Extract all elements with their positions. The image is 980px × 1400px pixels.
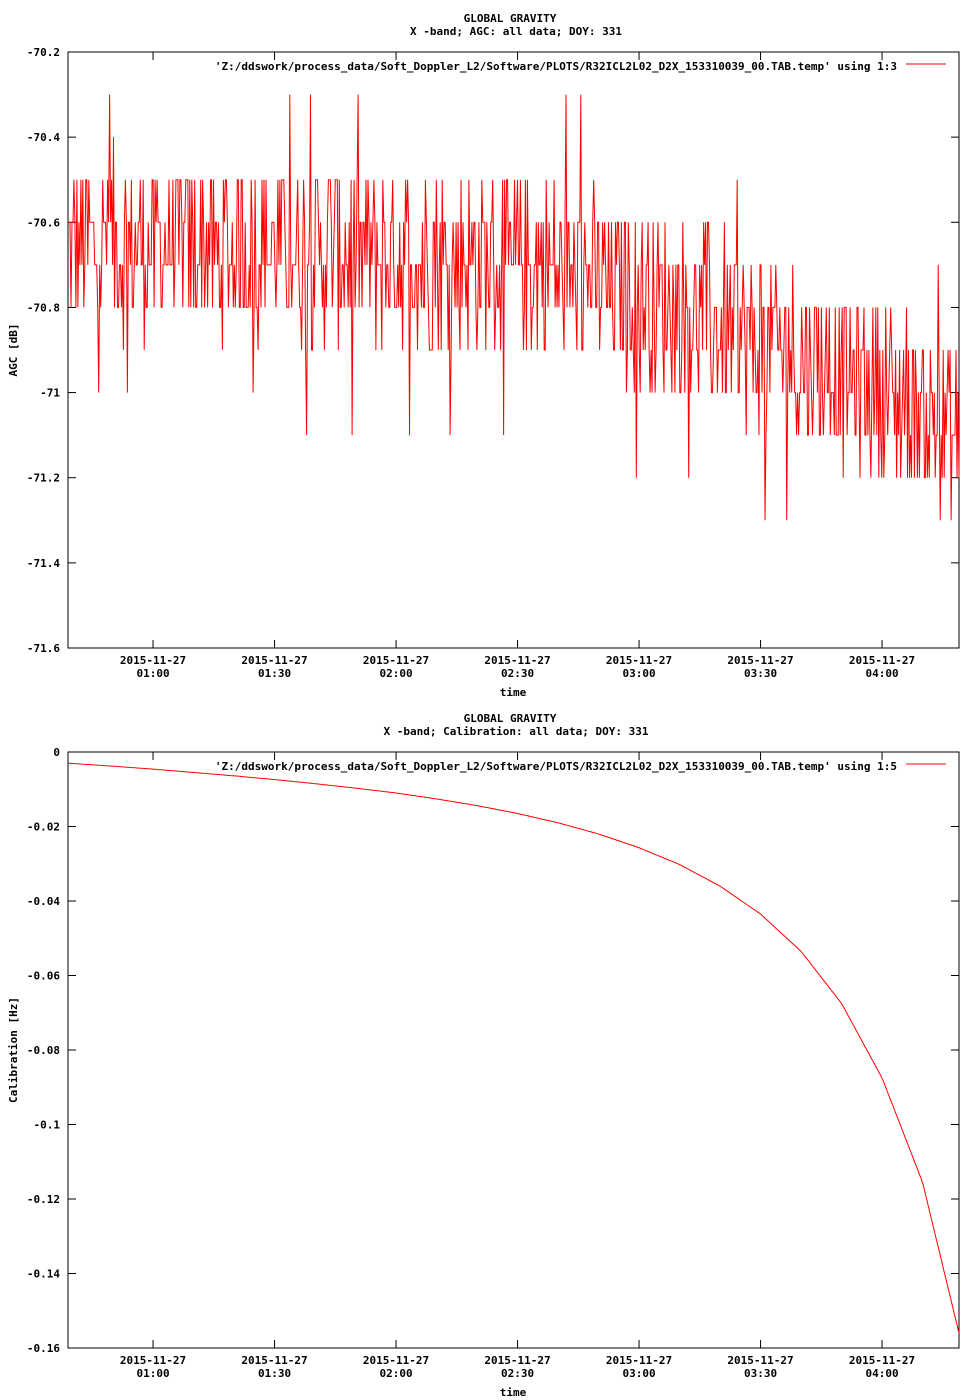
x-tick-label-date: 2015-11-27 (606, 654, 672, 667)
x-tick-label-time: 04:00 (865, 667, 898, 680)
series-line (68, 94, 960, 521)
chart-title: GLOBAL GRAVITY (464, 712, 557, 725)
x-tick-label-date: 2015-11-27 (849, 654, 915, 667)
legend-label: 'Z:/ddswork/process_data/Soft_Doppler_L2… (215, 60, 897, 73)
x-tick-label-time: 02:30 (501, 667, 534, 680)
x-tick-label-date: 2015-11-27 (606, 1354, 672, 1367)
x-tick-label-date: 2015-11-27 (120, 654, 186, 667)
x-tick-label-time: 03:30 (744, 667, 777, 680)
x-tick-label-time: 02:00 (379, 667, 412, 680)
series-group (68, 94, 960, 521)
x-tick-label-time: 03:00 (622, 1367, 655, 1380)
chart-subtitle: X -band; AGC: all data; DOY: 331 (410, 25, 622, 38)
agc-chart: GLOBAL GRAVITY X -band; AGC: all data; D… (7, 12, 960, 699)
y-tick-label: -71 (40, 387, 60, 400)
x-axis-label: time (500, 686, 527, 699)
y-tick-label: -70.8 (27, 301, 60, 314)
y-tick-label: -71.2 (27, 472, 60, 485)
x-tick-label-date: 2015-11-27 (727, 1354, 793, 1367)
y-tick-label: -0.02 (27, 821, 60, 834)
x-tick-label-time: 01:30 (258, 667, 291, 680)
y-tick-label: -0.14 (27, 1268, 60, 1281)
y-tick-label: -0.12 (27, 1193, 60, 1206)
x-tick-label-time: 01:00 (136, 1367, 169, 1380)
y-tick-label: -70.2 (27, 46, 60, 59)
x-tick-label-time: 04:00 (865, 1367, 898, 1380)
y-tick-label: -0.1 (34, 1119, 61, 1132)
x-axis-label: time (500, 1386, 527, 1399)
y-tick-label: -0.04 (27, 895, 60, 908)
x-tick-label-date: 2015-11-27 (363, 1354, 429, 1367)
y-axis-label: Calibration [Hz] (7, 997, 20, 1103)
x-tick-label-time: 01:00 (136, 667, 169, 680)
x-tick-label-time: 01:30 (258, 1367, 291, 1380)
x-tick-label-time: 03:30 (744, 1367, 777, 1380)
y-tick-label: -71.4 (27, 557, 60, 570)
y-tick-label: -70.6 (27, 216, 60, 229)
legend-label: 'Z:/ddswork/process_data/Soft_Doppler_L2… (215, 760, 897, 773)
x-tick-label-date: 2015-11-27 (241, 654, 307, 667)
plot-frame (67, 51, 960, 649)
x-tick-label-date: 2015-11-27 (484, 1354, 550, 1367)
calibration-chart: GLOBAL GRAVITY X -band; Calibration: all… (7, 712, 960, 1399)
y-tick-label: -70.4 (27, 131, 60, 144)
chart-title: GLOBAL GRAVITY (464, 12, 557, 25)
chart-subtitle: X -band; Calibration: all data; DOY: 331 (384, 725, 649, 738)
y-axis-ticks: 0 -0.02 -0.04 -0.06 -0.08 -0.1 -0.12 -0.14 -0.16 (27, 746, 959, 1355)
series-group (67, 762, 960, 1334)
y-tick-label: 0 (53, 746, 60, 759)
y-tick-label: -71.6 (27, 642, 60, 655)
y-tick-label: -0.06 (27, 970, 60, 983)
y-tick-label: -0.16 (27, 1342, 60, 1355)
x-tick-label-time: 03:00 (622, 667, 655, 680)
y-tick-label: -0.08 (27, 1044, 60, 1057)
x-tick-label-time: 02:00 (379, 1367, 412, 1380)
x-tick-label-time: 02:30 (501, 1367, 534, 1380)
x-axis-ticks: 2015-11-2701:002015-11-2701:302015-11-27… (120, 752, 915, 1380)
x-tick-label-date: 2015-11-27 (120, 1354, 186, 1367)
series-line (67, 762, 960, 1334)
x-axis-ticks: 2015-11-2701:002015-11-2701:302015-11-27… (120, 52, 915, 680)
x-tick-label-date: 2015-11-27 (484, 654, 550, 667)
x-tick-label-date: 2015-11-27 (363, 654, 429, 667)
y-axis-label: AGC [dB] (7, 324, 20, 377)
x-tick-label-date: 2015-11-27 (849, 1354, 915, 1367)
x-tick-label-date: 2015-11-27 (241, 1354, 307, 1367)
x-tick-label-date: 2015-11-27 (727, 654, 793, 667)
